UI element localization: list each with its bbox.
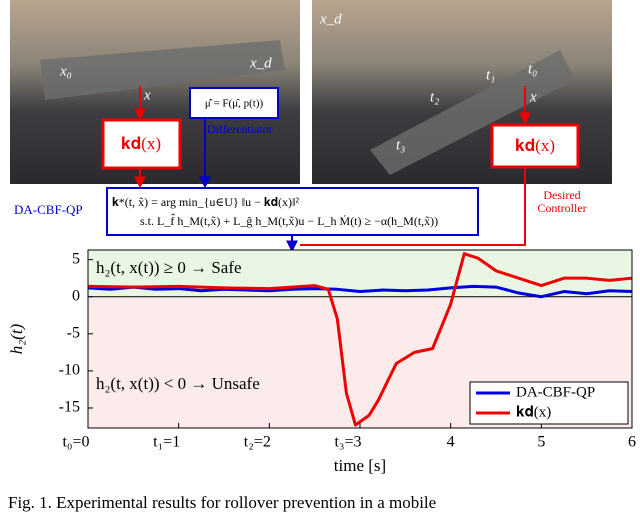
safe-annotation: h₂(t, x(t)) ≥ 0 → Safe: [96, 258, 242, 277]
caption: Fig. 1. Experimental results for rollove…: [8, 493, 436, 512]
qp-name: DA-CBF-QP: [14, 202, 83, 217]
y-tick-label: 5: [72, 250, 80, 267]
photo-label: t₁: [486, 67, 495, 83]
robot-right: [370, 50, 575, 175]
legend-label: DA-CBF-QP: [516, 384, 595, 400]
arrow: [300, 167, 526, 246]
x-tick-label: 4: [447, 434, 455, 451]
qp-formula: s.t. L_f̂ h_M(t,x̃) + L_ĝ h_M(t,x̃)u − L…: [140, 213, 438, 228]
x-tick-label: 6: [628, 434, 636, 451]
differentiator-formula: μ̂̇ = F(μ̂, p(t)): [205, 98, 264, 110]
y-tick-label: -15: [59, 399, 80, 416]
robot-left: [40, 40, 285, 100]
series-line: [87, 252, 633, 427]
photo-label: x_d: [319, 11, 342, 27]
y-axis-label: h₂(t): [7, 323, 26, 354]
photo-label: t₃: [396, 137, 405, 153]
y-tick-label: -5: [67, 324, 80, 341]
controller-box: [490, 123, 580, 169]
x-tick-label: t₂=2: [244, 434, 271, 451]
photo-label: x₀: [59, 63, 72, 79]
x-tick-label: t₃=3: [334, 434, 361, 451]
legend-label: 𝐤𝐝(x): [516, 404, 551, 420]
y-tick-label: 0: [72, 287, 80, 304]
controller-label: 𝐤𝐝(x): [121, 134, 161, 153]
legend-box: [469, 381, 629, 425]
y-tick-label: -10: [59, 362, 80, 379]
qp-formula: 𝐤*(t, x̃) = arg min_{u∈U} ‖u − 𝐤𝐝(x)‖²: [112, 195, 299, 209]
desired-label: Controller: [537, 201, 586, 215]
unsafe-annotation: h₂(t, x(t)) < 0 → Unsafe: [96, 374, 260, 393]
series-line: [87, 284, 633, 299]
qp-box: [106, 187, 479, 236]
x-tick-label: t₁=1: [153, 434, 180, 451]
differentiator-box: [189, 87, 279, 119]
desired-label: Desired: [543, 188, 580, 202]
photo-label: x: [529, 89, 537, 105]
controller-label: 𝐤𝐝(x): [515, 136, 555, 155]
photo-label: t₀: [528, 61, 537, 77]
differentiator-label: Differentiator: [207, 122, 273, 136]
controller-box: [101, 118, 182, 170]
x-tick-label: 5: [537, 434, 545, 451]
photo-label: x_d: [249, 55, 272, 71]
photo-label: x: [143, 87, 151, 103]
x-axis-label: time [s]: [334, 456, 386, 475]
x-tick-label: t₀=0: [62, 434, 89, 451]
photo-label: t₂: [430, 89, 439, 105]
